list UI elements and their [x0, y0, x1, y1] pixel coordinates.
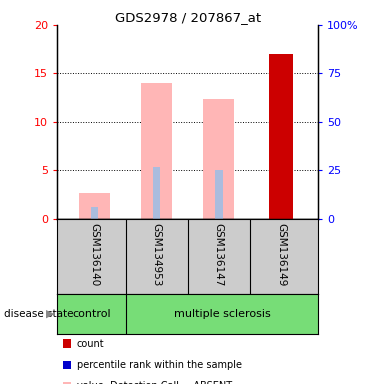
Text: percentile rank within the sample: percentile rank within the sample: [77, 360, 242, 370]
Text: value, Detection Call = ABSENT: value, Detection Call = ABSENT: [77, 381, 232, 384]
Text: GSM134953: GSM134953: [152, 223, 162, 286]
Text: GSM136147: GSM136147: [214, 223, 224, 286]
Bar: [215, 170, 222, 219]
Bar: [203, 99, 234, 219]
Text: multiple sclerosis: multiple sclerosis: [174, 309, 270, 319]
Bar: [269, 54, 293, 219]
Bar: [91, 207, 98, 219]
Text: count: count: [77, 339, 104, 349]
Text: disease state: disease state: [4, 309, 77, 319]
Bar: [79, 193, 110, 219]
Text: ▶: ▶: [46, 309, 55, 319]
Bar: [277, 165, 285, 219]
Text: GSM136140: GSM136140: [90, 223, 100, 286]
Text: GSM136149: GSM136149: [276, 223, 286, 286]
Title: GDS2978 / 207867_at: GDS2978 / 207867_at: [115, 11, 261, 24]
Bar: [141, 83, 172, 219]
Text: control: control: [72, 309, 111, 319]
Bar: [153, 167, 161, 219]
